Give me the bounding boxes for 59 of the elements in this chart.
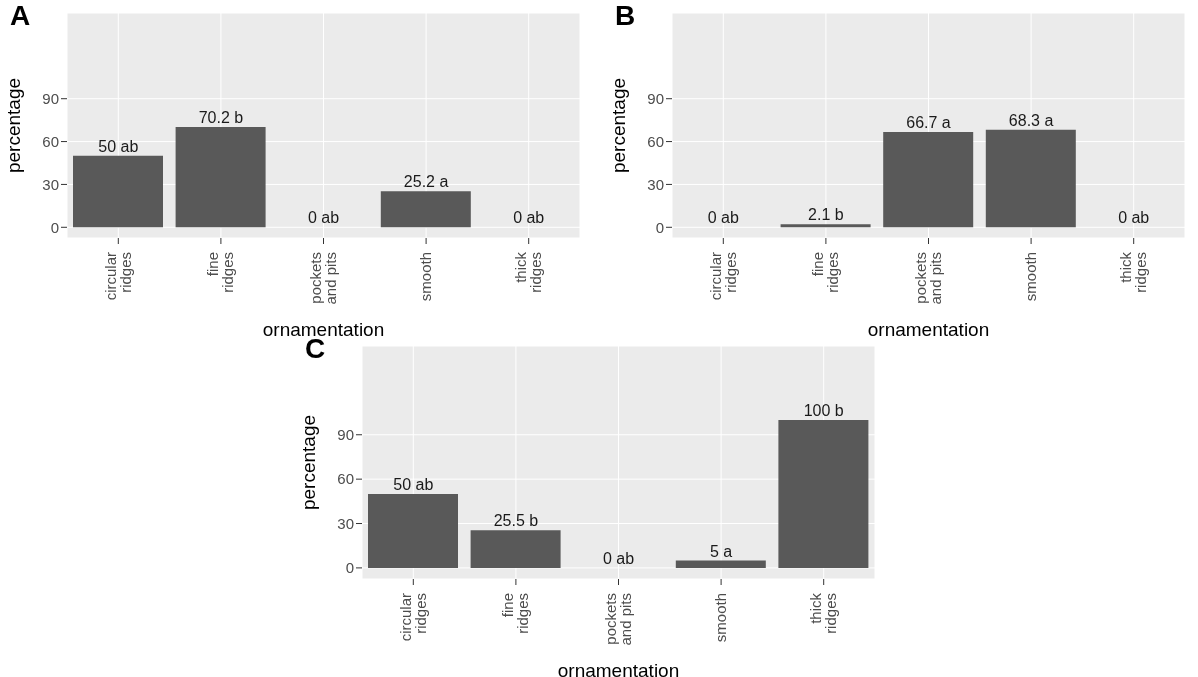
data-label: 70.2 b bbox=[198, 109, 244, 126]
y-tick-label: 30 bbox=[337, 514, 354, 532]
x-axis-title: ornamentation bbox=[557, 660, 680, 677]
data-label: 25.2 a bbox=[403, 173, 449, 191]
bar bbox=[175, 127, 266, 228]
x-axis-title: ornamentation bbox=[867, 319, 990, 340]
y-tick-label: 0 bbox=[345, 559, 354, 577]
data-label: 68.3 a bbox=[1008, 111, 1054, 129]
data-label: 5 a bbox=[709, 542, 733, 560]
x-tick-label: fine ridges bbox=[809, 252, 842, 293]
bar bbox=[470, 530, 561, 568]
y-tick-label: 0 bbox=[655, 218, 664, 236]
y-tick-label: 60 bbox=[337, 470, 354, 488]
bar bbox=[780, 224, 871, 228]
data-label: 66.7 a bbox=[906, 114, 951, 131]
x-tick-label: circular ridges bbox=[706, 252, 739, 301]
x-tick-label: thick ridges bbox=[807, 592, 840, 634]
y-tick-label: 0 bbox=[50, 218, 59, 236]
bar bbox=[368, 493, 458, 568]
x-tick-label: thick ridges bbox=[512, 251, 545, 293]
data-label: 0 ab bbox=[513, 209, 545, 227]
y-tick-label: 30 bbox=[647, 175, 664, 193]
chart-title: B bbox=[615, 0, 636, 32]
data-label: 0 ab bbox=[707, 209, 739, 227]
x-tick-label: pockets and pits bbox=[912, 252, 944, 305]
x-tick-label: smooth bbox=[712, 593, 730, 643]
data-label: 50 ab bbox=[393, 475, 434, 493]
chart-title: A bbox=[10, 0, 31, 32]
y-tick-label: 60 bbox=[647, 132, 664, 150]
data-label: 2.1 b bbox=[808, 206, 844, 224]
x-tick-label: thick ridges bbox=[1117, 251, 1150, 293]
y-tick-label: 90 bbox=[337, 426, 354, 444]
bar bbox=[675, 560, 766, 568]
y-tick-label: 30 bbox=[42, 175, 59, 193]
data-label: 0 ab bbox=[602, 549, 635, 567]
x-tick-label: fine ridges bbox=[499, 593, 532, 634]
y-tick-label: 90 bbox=[647, 90, 664, 108]
bar bbox=[985, 129, 1076, 228]
bar bbox=[73, 155, 163, 228]
y-tick-label: 60 bbox=[42, 132, 59, 150]
bar bbox=[380, 191, 471, 228]
data-label: 0 ab bbox=[307, 209, 340, 227]
y-axis-title: percentage bbox=[297, 414, 319, 511]
x-tick-label: pockets and pits bbox=[307, 252, 339, 305]
data-label: 0 ab bbox=[1118, 209, 1150, 227]
y-axis-title: percentage bbox=[2, 77, 24, 174]
y-axis-title: percentage bbox=[607, 77, 629, 174]
data-label: 100 b bbox=[803, 401, 844, 419]
bar bbox=[778, 419, 869, 568]
x-tick-label: circular ridges bbox=[396, 593, 429, 642]
bar bbox=[883, 132, 974, 228]
x-tick-label: pockets and pits bbox=[602, 593, 634, 646]
x-tick-label: circular ridges bbox=[101, 252, 134, 301]
x-tick-label: fine ridges bbox=[204, 252, 237, 293]
y-tick-label: 90 bbox=[42, 90, 59, 108]
data-label: 50 ab bbox=[98, 137, 139, 155]
x-tick-label: smooth bbox=[1022, 252, 1040, 302]
x-tick-label: smooth bbox=[417, 252, 435, 302]
data-label: 25.5 b bbox=[493, 512, 539, 530]
